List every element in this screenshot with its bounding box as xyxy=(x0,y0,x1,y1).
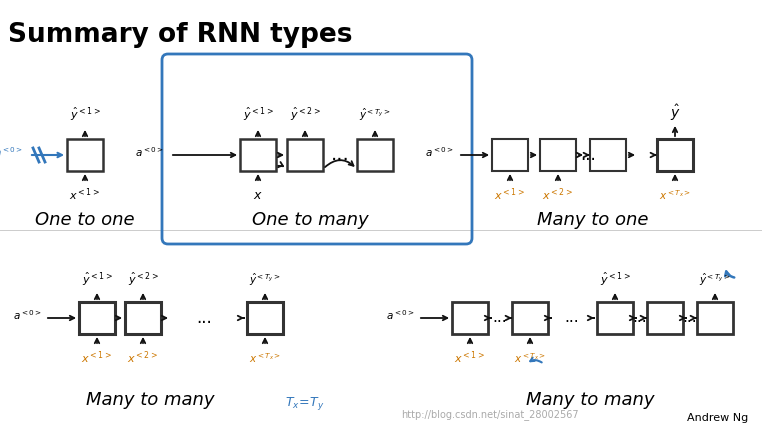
Bar xyxy=(79,302,115,334)
Text: $x^{<1>}$: $x^{<1>}$ xyxy=(454,350,485,366)
Bar xyxy=(125,302,161,334)
Text: ...: ... xyxy=(580,146,596,164)
Text: One to many: One to many xyxy=(251,211,368,229)
Bar xyxy=(647,302,683,334)
Text: ...: ... xyxy=(683,311,697,326)
Bar xyxy=(492,139,528,171)
Text: Summary of RNN types: Summary of RNN types xyxy=(8,22,353,48)
Text: Andrew Ng: Andrew Ng xyxy=(687,413,748,423)
Bar xyxy=(357,139,393,171)
Text: $x^{<1>}$: $x^{<1>}$ xyxy=(82,350,113,366)
Text: $\hat{y}^{<1>}$: $\hat{y}^{<1>}$ xyxy=(242,106,274,124)
Text: $x^{<T_x>}$: $x^{<T_x>}$ xyxy=(514,351,546,365)
Text: $x^{<T_x>}$: $x^{<T_x>}$ xyxy=(249,351,281,365)
Text: ...: ... xyxy=(331,145,349,164)
Text: $\hat{y}^{<1>}$: $\hat{y}^{<1>}$ xyxy=(69,106,101,124)
Text: $\hat{y}^{<2>}$: $\hat{y}^{<2>}$ xyxy=(127,271,158,289)
Text: http://blog.csdn.net/sinat_28002567: http://blog.csdn.net/sinat_28002567 xyxy=(401,410,579,420)
Text: ...: ... xyxy=(493,311,507,326)
Text: $a^{<0>}$: $a^{<0>}$ xyxy=(13,308,42,322)
Text: $x^{<2>}$: $x^{<2>}$ xyxy=(543,187,574,203)
Text: $a^{<0>}$: $a^{<0>}$ xyxy=(425,145,454,159)
Text: Many to many: Many to many xyxy=(526,391,655,409)
Text: $\hat{y}^{<2>}$: $\hat{y}^{<2>}$ xyxy=(290,106,320,124)
Bar xyxy=(287,139,323,171)
Text: $x^{<T_x>}$: $x^{<T_x>}$ xyxy=(659,188,691,202)
Bar xyxy=(590,139,626,171)
Bar xyxy=(67,139,103,171)
Text: ...: ... xyxy=(196,309,212,327)
Text: $\hat{y}^{<1>}$: $\hat{y}^{<1>}$ xyxy=(600,271,630,289)
Text: $\hat{y}^{<1>}$: $\hat{y}^{<1>}$ xyxy=(82,271,112,289)
Text: Many to one: Many to one xyxy=(537,211,648,229)
Text: $T_x\!=\!T_y$: $T_x\!=\!T_y$ xyxy=(285,396,325,413)
Text: ...: ... xyxy=(632,311,647,326)
Text: $x^{<1>}$: $x^{<1>}$ xyxy=(495,187,526,203)
Text: $a^{<0>}$: $a^{<0>}$ xyxy=(0,145,23,159)
Text: Many to many: Many to many xyxy=(86,391,214,409)
Text: $x^{<1>}$: $x^{<1>}$ xyxy=(69,187,101,203)
Text: $a^{<0>}$: $a^{<0>}$ xyxy=(386,308,415,322)
Bar xyxy=(657,139,693,171)
Text: $x$: $x$ xyxy=(253,189,263,201)
Bar xyxy=(540,139,576,171)
Text: $x^{<2>}$: $x^{<2>}$ xyxy=(127,350,158,366)
Bar xyxy=(697,302,733,334)
Bar xyxy=(597,302,633,334)
Bar xyxy=(240,139,276,171)
Text: $\hat{y}$: $\hat{y}$ xyxy=(670,103,680,123)
Bar xyxy=(247,302,283,334)
Bar xyxy=(452,302,488,334)
Text: $\hat{y}^{<T_y>}$: $\hat{y}^{<T_y>}$ xyxy=(699,272,731,288)
Text: One to one: One to one xyxy=(35,211,135,229)
Text: $a^{<0>}$: $a^{<0>}$ xyxy=(135,145,164,159)
Text: $\hat{y}^{<T_y>}$: $\hat{y}^{<T_y>}$ xyxy=(359,107,391,123)
Text: ...: ... xyxy=(565,311,579,326)
Text: $\hat{y}^{<T_y>}$: $\hat{y}^{<T_y>}$ xyxy=(249,272,281,288)
Bar xyxy=(512,302,548,334)
